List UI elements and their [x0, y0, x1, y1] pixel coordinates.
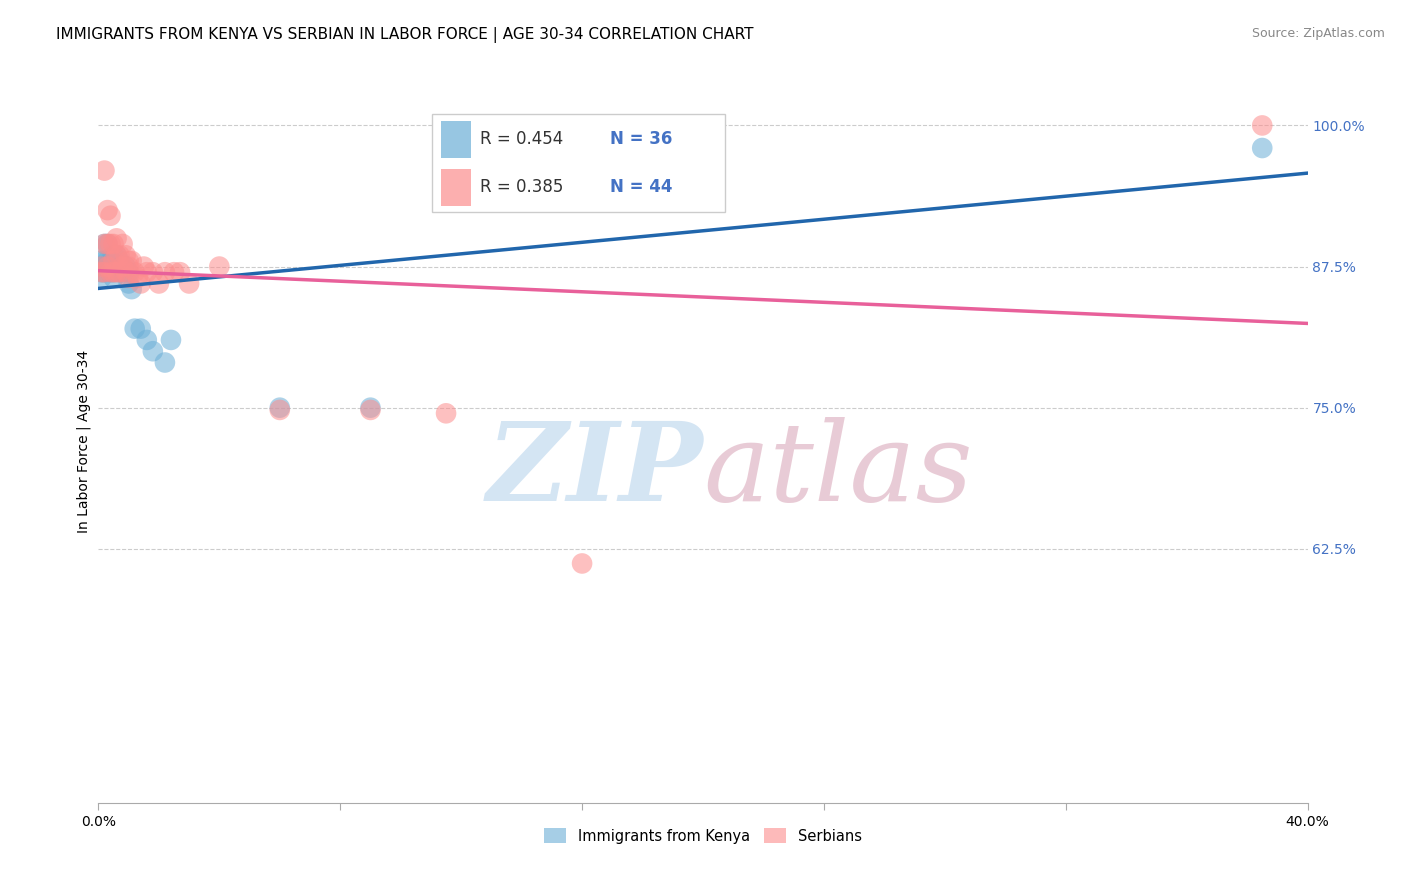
- Point: [169, 265, 191, 279]
- Point: [124, 321, 146, 335]
- Point: [100, 260, 122, 274]
- Point: [118, 270, 141, 285]
- Point: [269, 401, 291, 415]
- Point: [118, 265, 141, 279]
- Point: [1251, 141, 1274, 155]
- Point: [103, 265, 125, 279]
- Point: [96, 237, 118, 252]
- Point: [90, 260, 112, 274]
- Point: [118, 277, 141, 291]
- Point: [93, 237, 115, 252]
- Point: [100, 265, 122, 279]
- Point: [90, 253, 112, 268]
- Point: [434, 406, 457, 420]
- FancyBboxPatch shape: [441, 169, 471, 206]
- Point: [118, 253, 141, 268]
- Point: [118, 260, 141, 274]
- Point: [676, 153, 699, 167]
- Point: [360, 403, 382, 417]
- Point: [360, 401, 382, 415]
- Point: [93, 163, 115, 178]
- Point: [571, 557, 593, 571]
- Point: [90, 265, 112, 279]
- Point: [111, 265, 134, 279]
- FancyBboxPatch shape: [432, 113, 725, 212]
- Text: N = 44: N = 44: [610, 178, 672, 196]
- Point: [153, 355, 176, 369]
- Point: [111, 260, 134, 274]
- Point: [96, 260, 118, 274]
- Point: [103, 256, 125, 270]
- Point: [108, 248, 131, 262]
- Point: [100, 237, 122, 252]
- Point: [135, 333, 157, 347]
- Point: [160, 333, 183, 347]
- Point: [90, 270, 112, 285]
- Point: [96, 253, 118, 268]
- Text: R = 0.385: R = 0.385: [481, 178, 564, 196]
- FancyBboxPatch shape: [441, 120, 471, 158]
- Point: [103, 265, 125, 279]
- Point: [105, 231, 128, 245]
- Text: ZIP: ZIP: [486, 417, 703, 524]
- Point: [103, 270, 125, 285]
- Text: Source: ZipAtlas.com: Source: ZipAtlas.com: [1251, 27, 1385, 40]
- Y-axis label: In Labor Force | Age 30-34: In Labor Force | Age 30-34: [77, 350, 91, 533]
- Point: [100, 253, 122, 268]
- Point: [100, 209, 122, 223]
- Point: [105, 265, 128, 279]
- Point: [103, 237, 125, 252]
- Point: [103, 253, 125, 268]
- Point: [121, 253, 143, 268]
- Text: atlas: atlas: [703, 417, 973, 524]
- Point: [142, 265, 165, 279]
- Point: [135, 265, 157, 279]
- Point: [129, 321, 152, 335]
- Point: [108, 265, 131, 279]
- Point: [114, 260, 136, 274]
- Text: R = 0.454: R = 0.454: [481, 130, 564, 148]
- Point: [93, 265, 115, 279]
- Point: [111, 237, 134, 252]
- Point: [105, 248, 128, 262]
- Point: [90, 260, 112, 274]
- Point: [93, 237, 115, 252]
- Point: [269, 403, 291, 417]
- Point: [108, 253, 131, 268]
- Point: [1251, 119, 1274, 133]
- Point: [148, 277, 170, 291]
- Point: [121, 282, 143, 296]
- Point: [96, 260, 118, 274]
- Legend: Immigrants from Kenya, Serbians: Immigrants from Kenya, Serbians: [538, 822, 868, 850]
- Point: [114, 265, 136, 279]
- Point: [129, 277, 152, 291]
- Point: [124, 265, 146, 279]
- Text: N = 36: N = 36: [610, 130, 672, 148]
- Point: [93, 253, 115, 268]
- Point: [100, 265, 122, 279]
- Point: [108, 265, 131, 279]
- Point: [114, 248, 136, 262]
- Point: [105, 260, 128, 274]
- Point: [179, 277, 201, 291]
- Point: [105, 248, 128, 262]
- Point: [90, 265, 112, 279]
- Point: [132, 260, 155, 274]
- Point: [93, 265, 115, 279]
- Point: [208, 260, 231, 274]
- Point: [142, 344, 165, 359]
- Point: [96, 237, 118, 252]
- Point: [103, 248, 125, 262]
- Point: [153, 265, 176, 279]
- Point: [163, 265, 186, 279]
- Point: [96, 203, 118, 218]
- Text: IMMIGRANTS FROM KENYA VS SERBIAN IN LABOR FORCE | AGE 30-34 CORRELATION CHART: IMMIGRANTS FROM KENYA VS SERBIAN IN LABO…: [56, 27, 754, 43]
- Point: [127, 270, 149, 285]
